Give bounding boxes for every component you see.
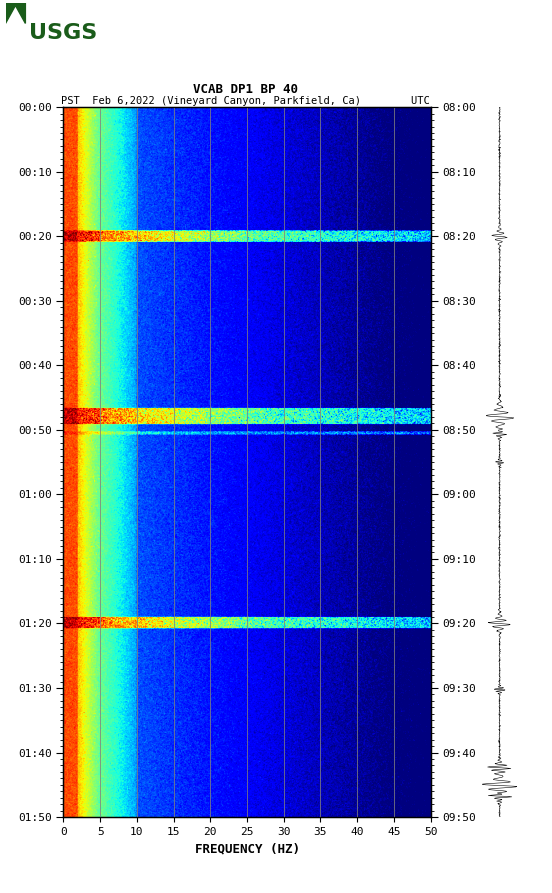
Text: PST  Feb 6,2022 (Vineyard Canyon, Parkfield, Ca)        UTC: PST Feb 6,2022 (Vineyard Canyon, Parkfie…	[61, 96, 430, 106]
X-axis label: FREQUENCY (HZ): FREQUENCY (HZ)	[194, 842, 300, 855]
Polygon shape	[6, 3, 25, 23]
Text: VCAB DP1 BP 40: VCAB DP1 BP 40	[193, 82, 298, 96]
Text: USGS: USGS	[29, 23, 98, 43]
